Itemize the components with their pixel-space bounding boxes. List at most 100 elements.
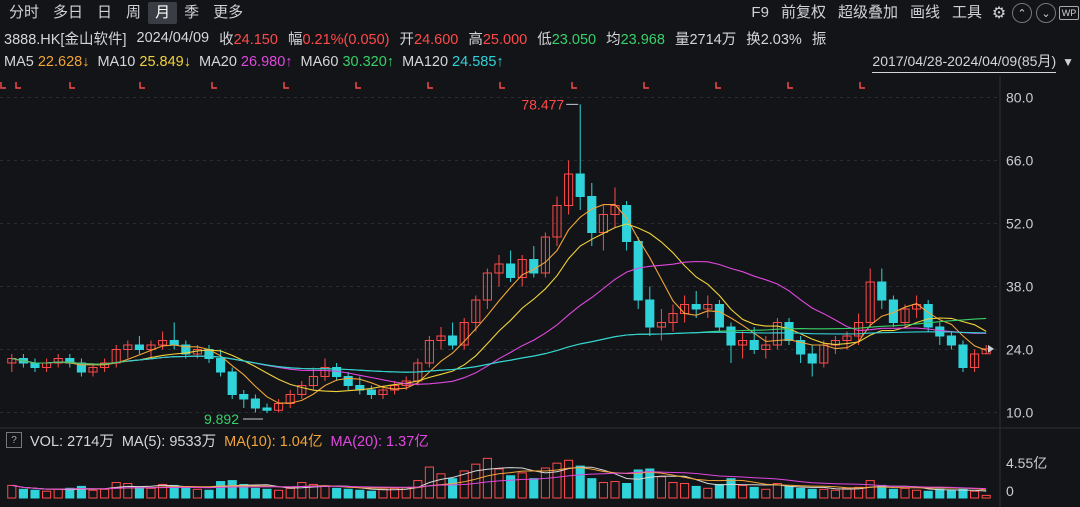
volume-bar [680, 482, 690, 499]
volume-bar [53, 488, 63, 499]
volume-bar [482, 457, 492, 499]
tab-6[interactable]: 更多 [213, 4, 244, 21]
volume-bar [749, 486, 759, 499]
open-field: 开24.600 [400, 28, 459, 49]
candle-body [749, 340, 759, 350]
kline-chart[interactable]: 80.0 66.0 52.0 38.0 24.0 10.0 78.477 9.892 4.55亿… [0, 76, 1080, 507]
price-tick: 66.0 [1006, 153, 1033, 169]
toolbar-item-4[interactable]: 工具 [951, 4, 982, 21]
symbol[interactable]: 3888.HK[金山软件] [4, 31, 127, 48]
toolbar-item-3[interactable]: 画线 [909, 4, 940, 21]
candle-body [169, 340, 179, 346]
wp-icon[interactable]: WP [1058, 2, 1080, 24]
volume-bar [726, 478, 736, 499]
candle-body [877, 281, 887, 301]
high-field: 高25.000 [468, 28, 527, 49]
volume-bar [645, 468, 655, 499]
tab-4[interactable]: 月 [148, 2, 178, 24]
open-value: 24.600 [414, 31, 459, 48]
tab-2[interactable]: 日 [97, 4, 113, 21]
quote-line: 3888.HK[金山软件] 2024/04/09 收24.150 幅0.21%(… [0, 26, 1080, 50]
candle-body [633, 241, 643, 301]
change-value: 0.21%(0.050) [302, 31, 390, 48]
candle-body [239, 394, 249, 400]
volume-bar [691, 485, 701, 499]
candle-body [738, 340, 748, 346]
candle-body [714, 304, 724, 328]
volume-bar [76, 485, 86, 499]
volume-bar [888, 488, 898, 499]
help-icon[interactable]: ? [6, 432, 22, 448]
volume-bar [320, 485, 330, 499]
candle-body [181, 344, 191, 355]
candle-body [88, 367, 98, 373]
candle-body [668, 313, 678, 323]
candle-body [320, 367, 330, 377]
volume-bar [923, 490, 933, 499]
volume-bar [842, 487, 852, 499]
chevron-up-icon[interactable]: ⌃ [1012, 3, 1032, 23]
candle-body [726, 326, 736, 346]
candle-body [134, 344, 144, 350]
tab-0[interactable]: 分时 [9, 4, 40, 21]
toolbar-item-1[interactable]: 前复权 [780, 4, 826, 21]
candle-body [30, 362, 40, 368]
chevron-down-icon[interactable]: ⌄ [1036, 3, 1056, 23]
volume-bar [250, 487, 260, 499]
volume-bar [181, 486, 191, 499]
ma10-line [11, 223, 987, 393]
volume-bar [506, 475, 516, 499]
volume-bar [18, 488, 28, 499]
ma120-legend[interactable]: MA120 24.585↑ [402, 54, 504, 70]
vol-ma20-line [11, 471, 987, 490]
volume-bar [227, 480, 237, 499]
vol-ma10-line [11, 467, 987, 491]
turnover-field: 换2.03% [746, 28, 802, 49]
toolbar-item-0[interactable]: F9 [751, 4, 769, 21]
candle-body [448, 335, 458, 346]
volume-bar [436, 473, 446, 499]
year-marker [643, 82, 649, 89]
volume-bar [494, 468, 504, 499]
candle-body [645, 299, 655, 328]
price-tick: 24.0 [1006, 342, 1033, 358]
ma120-line [127, 331, 987, 373]
last-price-marker [988, 344, 994, 353]
volume-bar [981, 494, 991, 499]
ma10-legend[interactable]: MA10 25.849↓ [97, 54, 191, 70]
candle-body [494, 263, 504, 274]
candle-body [53, 358, 63, 364]
volume-value: 2714万 [689, 31, 737, 48]
volume-bar [819, 488, 829, 499]
ma60-line [11, 317, 987, 373]
candle-body [900, 308, 910, 323]
candle-body [436, 335, 446, 341]
ma5-legend[interactable]: MA5 22.628↓ [4, 54, 89, 70]
gear-icon[interactable]: ⚙ [991, 5, 1007, 22]
ma60-legend[interactable]: MA60 30.320↑ [301, 54, 395, 70]
tab-3[interactable]: 周 [126, 4, 142, 21]
min-price-label: 9.892 [204, 411, 239, 427]
period-tabs: 分时 多日日周月季更多 [2, 2, 250, 24]
candle-body [691, 304, 701, 310]
toolbar-item-2[interactable]: 超级叠加 [837, 4, 898, 21]
volume-bar [946, 489, 956, 499]
ma10-label: MA10 [97, 54, 136, 70]
candle-body [575, 173, 585, 197]
ma20-legend[interactable]: MA20 26.980↑ [199, 54, 293, 70]
volume-bar [355, 489, 365, 499]
volume-bar [88, 489, 98, 499]
volume-bar [65, 487, 75, 499]
candle-body [761, 344, 771, 350]
max-price-label: 78.477 [521, 96, 564, 112]
tab-5[interactable]: 季 [184, 4, 200, 21]
volume-bar [564, 459, 574, 499]
volume-bar [100, 488, 110, 499]
date-range-selector[interactable]: 2017/04/28-2024/04/09(85月) ▼ [872, 51, 1074, 73]
vol-ma10-value: MA(10): 1.04亿 [224, 433, 323, 450]
volume-bar [761, 488, 771, 499]
candle-body [796, 340, 806, 355]
candle-body [216, 358, 226, 373]
tab-1[interactable]: 多日 [53, 4, 84, 21]
volume-bar [192, 488, 202, 499]
